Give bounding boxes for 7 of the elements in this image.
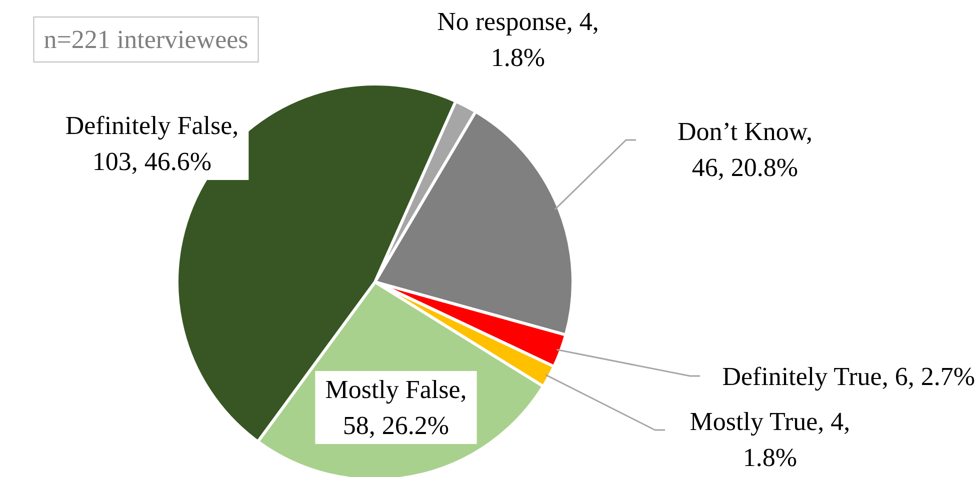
slice-label: Definitely True, 6, 2.7% [722, 362, 975, 391]
slice-label: Mostly False, 58, 26.2% [325, 375, 467, 440]
slice-label: Definitely False, 103, 46.6% [65, 111, 239, 176]
slice-label: No response, 4, 1.8% [437, 7, 599, 72]
slice-label: Mostly True, 4, 1.8% [690, 407, 850, 472]
slice-label: Don’t Know, 46, 20.8% [677, 117, 813, 182]
text: n=221 interviewees [44, 25, 248, 54]
